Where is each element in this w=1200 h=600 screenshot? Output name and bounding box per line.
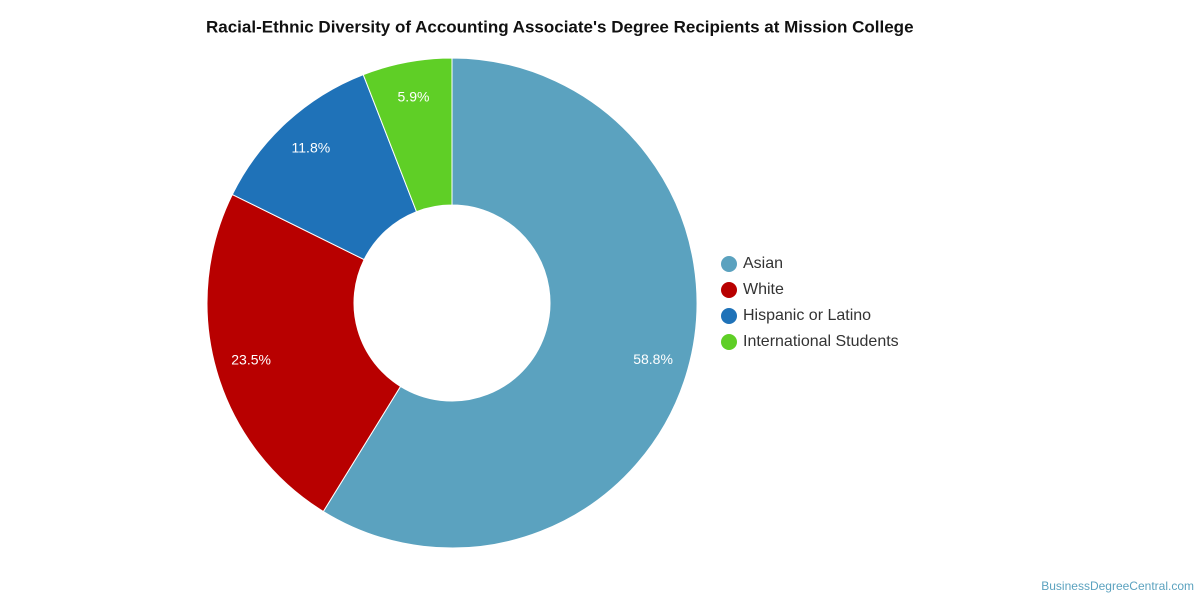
donut-slice	[362, 57, 453, 213]
donut-slice	[322, 57, 698, 549]
data-label: 11.8%	[292, 140, 331, 156]
legend-label: White	[743, 281, 784, 298]
data-label: 5.9%	[398, 88, 430, 104]
legend-swatch	[721, 334, 737, 350]
donut-slice	[206, 193, 402, 513]
credit: BusinessDegreeCentral.com	[1041, 579, 1194, 593]
data-label: 23.5%	[231, 351, 271, 367]
chart-title: Racial-Ethnic Diversity of Accounting As…	[206, 17, 914, 36]
data-label: 58.8%	[633, 351, 673, 367]
legend-label: Hispanic or Latino	[743, 307, 871, 324]
legend-swatch	[721, 256, 737, 272]
legend-label: Asian	[743, 255, 783, 272]
legend-swatch	[721, 282, 737, 298]
legend-label: International Students	[743, 333, 899, 350]
donut-slice	[231, 73, 418, 261]
legend-swatch	[721, 308, 737, 324]
